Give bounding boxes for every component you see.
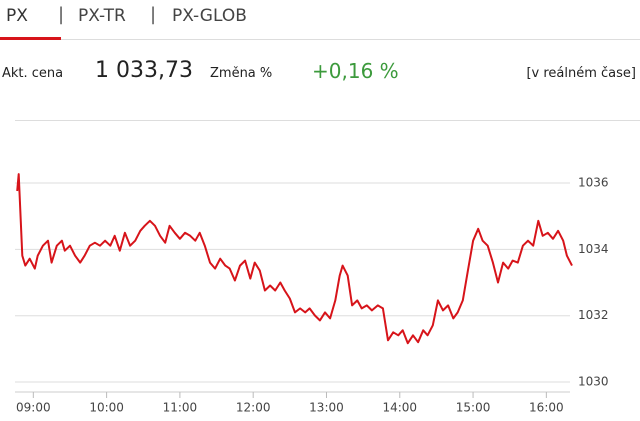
x-tick-label: 10:00 xyxy=(89,401,124,415)
y-tick-label: 1030 xyxy=(578,375,609,389)
tab[interactable]: PX xyxy=(6,6,28,26)
y-tick-label: 1034 xyxy=(578,242,609,256)
price-label: Akt. cena xyxy=(2,66,64,81)
x-tick-label: 13:00 xyxy=(309,401,344,415)
x-tick-label: 16:00 xyxy=(529,401,564,415)
tab[interactable]: PX-GLOB xyxy=(172,6,247,26)
x-tick-label: 14:00 xyxy=(382,401,417,415)
price: 1 033,73 xyxy=(95,58,193,83)
x-tick-label: 15:00 xyxy=(456,401,491,415)
y-tick-label: 1036 xyxy=(578,176,609,190)
change: +0,16 % xyxy=(312,59,399,83)
change-label: Změna % xyxy=(210,66,273,81)
tab[interactable]: PX-TR xyxy=(78,6,126,26)
x-tick-label: 12:00 xyxy=(236,401,271,415)
separator: | xyxy=(150,4,157,25)
realtime-note: [v reálném čase] xyxy=(526,66,636,81)
x-tick-label: 09:00 xyxy=(16,401,51,415)
tab-divider xyxy=(0,39,640,40)
separator: | xyxy=(58,4,65,25)
x-tick-label: 11:00 xyxy=(163,401,198,415)
price-line xyxy=(16,173,573,345)
y-tick-label: 1032 xyxy=(578,308,609,322)
active-tab-indicator xyxy=(0,37,61,40)
